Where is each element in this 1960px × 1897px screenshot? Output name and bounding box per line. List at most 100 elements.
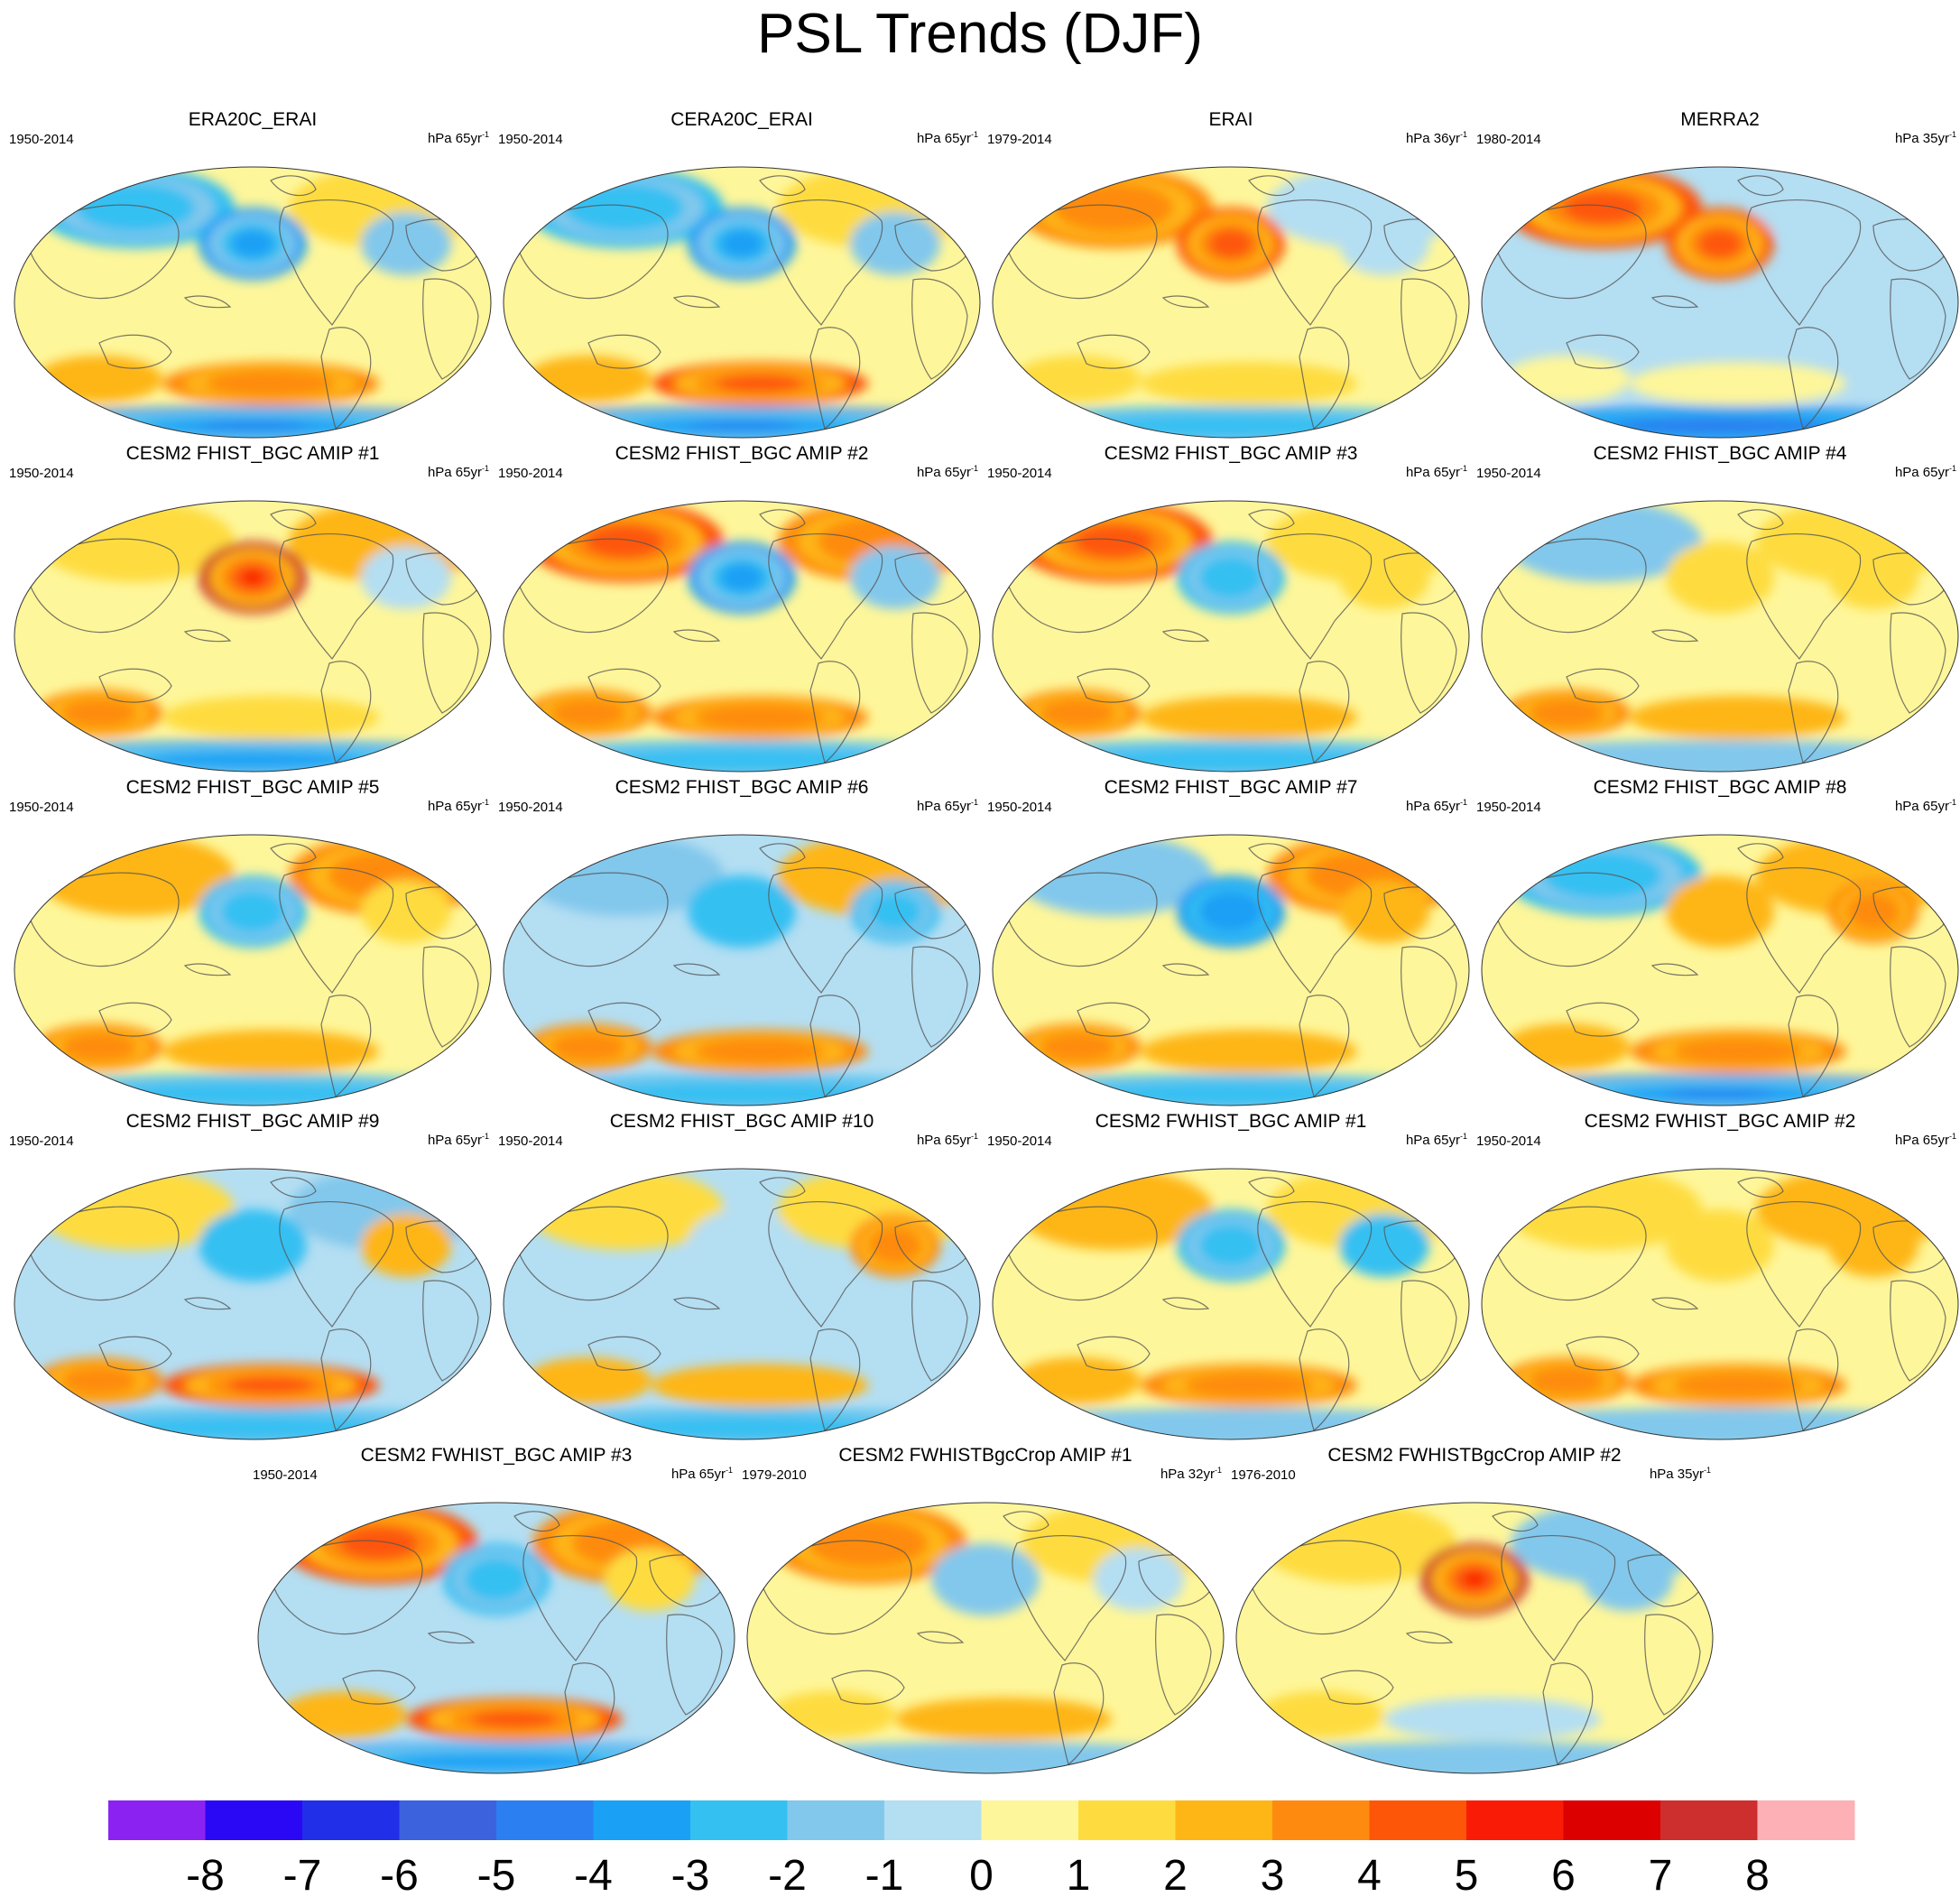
panel-units-text: hPa 65yr xyxy=(1894,1133,1949,1148)
panel-units-exponent: -1 xyxy=(1214,1466,1222,1475)
panel-title: CESM2 FHIST_BGC AMIP #4 xyxy=(1593,443,1847,464)
antarctic-band-core xyxy=(1068,747,1393,772)
panel-units: hPa 65yr-1 xyxy=(1895,794,1956,815)
coastline xyxy=(587,334,661,369)
antarctic-band-core xyxy=(579,1081,904,1106)
panel-map xyxy=(503,1168,981,1440)
panel-years: 1950-2014 xyxy=(498,132,563,147)
coastline xyxy=(1746,1201,1862,1328)
panel-title: CESM2 FHIST_BGC AMIP #5 xyxy=(125,777,380,798)
coastline xyxy=(270,843,317,865)
sh-east-anomaly-core xyxy=(695,704,825,731)
panel-units: hPa 65yr-1 xyxy=(917,126,978,147)
panel-map xyxy=(992,834,1470,1106)
coastline xyxy=(1566,1002,1640,1037)
antarctic-band-core xyxy=(1258,1745,1691,1773)
sh-east-anomaly-core xyxy=(1162,699,1336,736)
coastline xyxy=(1299,661,1350,764)
north-atlantic-anomaly xyxy=(361,880,451,943)
coastline xyxy=(1401,946,1457,1048)
coastline xyxy=(587,668,661,703)
map-outline xyxy=(746,1502,1225,1774)
panel-units-exponent: -1 xyxy=(1948,130,1956,139)
antarctic-band-core xyxy=(1612,418,1828,434)
panel-units-exponent: -1 xyxy=(481,464,489,473)
sh-east-anomaly xyxy=(162,696,379,739)
coastline xyxy=(1542,1662,1594,1766)
coastline xyxy=(1746,199,1862,326)
antarctic-band-core xyxy=(1503,744,1937,772)
panel-units-exponent: -1 xyxy=(1948,464,1956,473)
coastline xyxy=(809,1328,861,1432)
north-pacific-anomaly-core xyxy=(1198,890,1263,933)
north-pacific-anomaly-core xyxy=(698,883,785,940)
coastline xyxy=(98,1002,172,1037)
coastline xyxy=(1890,1280,1946,1382)
antarctic-band-core xyxy=(579,1415,904,1439)
coastline xyxy=(320,995,372,1098)
sh-west-anomaly xyxy=(769,1691,895,1738)
antarctic-band-core xyxy=(1503,1411,1937,1439)
panel-units: hPa 65yr-1 xyxy=(1406,794,1467,815)
sh-west-anomaly-core xyxy=(61,1032,137,1061)
coastline xyxy=(1566,334,1640,369)
sh-west-anomaly-core xyxy=(61,699,137,727)
panel-map xyxy=(1481,166,1959,439)
panel-units-exponent: -1 xyxy=(481,798,489,807)
sh-east-anomaly-core xyxy=(717,375,803,393)
coastline xyxy=(911,612,968,714)
panel-map xyxy=(14,166,492,439)
panel-units: hPa 65yr-1 xyxy=(1895,460,1956,481)
panel-units-exponent: -1 xyxy=(970,1132,978,1141)
coastline xyxy=(422,278,479,380)
coastline xyxy=(270,175,317,197)
coastline xyxy=(98,668,172,703)
map-outline xyxy=(992,1168,1470,1440)
north-atlantic-anomaly-core xyxy=(1837,1220,1909,1271)
coastline xyxy=(513,1511,560,1532)
panel-units-text: hPa 36yr xyxy=(1405,131,1460,146)
map-outline xyxy=(1481,500,1959,773)
north-pacific-anomaly-core xyxy=(1209,229,1253,258)
panel-units-text: hPa 65yr xyxy=(427,799,482,814)
coastline xyxy=(1004,872,1158,967)
panel-title: CESM2 FWHISTBgcCrop AMIP #2 xyxy=(1327,1445,1622,1466)
north-atlantic-anomaly xyxy=(1828,546,1918,609)
colorbar-swatch xyxy=(1757,1800,1855,1840)
coastline xyxy=(515,204,669,300)
panel-title: MERRA2 xyxy=(1680,109,1760,130)
map-panel: CESM2 FHIST_BGC AMIP #6 1950-2014 hPa 65yr… xyxy=(498,776,985,1110)
colorbar-tick-label: -3 xyxy=(671,1852,710,1897)
map-panel: CESM2 FHIST_BGC AMIP #9 1950-2014 hPa 65yr… xyxy=(9,1110,496,1444)
coastline xyxy=(26,538,180,634)
north-atlantic-anomaly xyxy=(1339,546,1429,609)
panel-map xyxy=(14,1168,492,1440)
coastline xyxy=(587,1336,661,1371)
panel-units-exponent: -1 xyxy=(1948,1132,1956,1141)
panel-map xyxy=(1481,834,1959,1106)
coastline xyxy=(98,1336,172,1371)
coastline xyxy=(1299,995,1350,1098)
colorbar-tick-label: 6 xyxy=(1551,1852,1576,1897)
coastline xyxy=(1077,668,1151,703)
panel-years: 1950-2014 xyxy=(9,800,74,815)
north-atlantic-anomaly xyxy=(605,1548,695,1611)
coastline xyxy=(672,295,721,309)
colorbar-swatch xyxy=(884,1800,982,1840)
map-outline xyxy=(14,1168,492,1440)
panel-units-text: hPa 65yr xyxy=(1405,465,1460,480)
coastline xyxy=(768,199,883,326)
colorbar-swatch xyxy=(787,1800,885,1840)
colorbar-swatch xyxy=(1563,1800,1661,1840)
panel-title: CESM2 FWHISTBgcCrop AMIP #1 xyxy=(838,1445,1133,1466)
coastline xyxy=(422,612,479,714)
north-pacific-anomaly xyxy=(931,1543,1040,1615)
map-outline xyxy=(503,166,981,439)
coastline xyxy=(1405,1631,1454,1644)
coastline xyxy=(1077,1336,1151,1371)
panel-units: hPa 35yr-1 xyxy=(1650,1462,1711,1483)
coastline xyxy=(515,1206,669,1301)
coastline xyxy=(911,946,968,1048)
map-outline xyxy=(14,500,492,773)
coastline xyxy=(1161,629,1210,643)
